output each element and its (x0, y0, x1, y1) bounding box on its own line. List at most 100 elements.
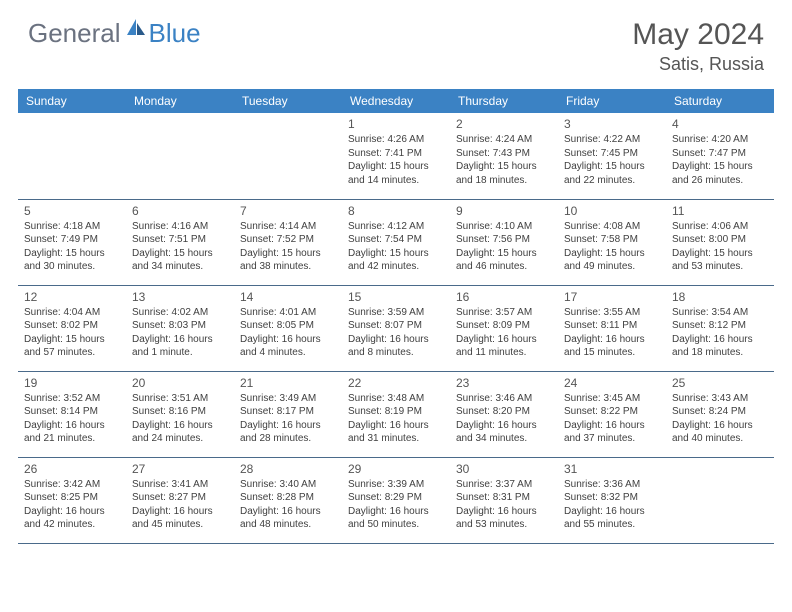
day-number: 16 (456, 290, 552, 304)
day-info: Sunrise: 3:37 AMSunset: 8:31 PMDaylight:… (456, 478, 552, 532)
calendar-cell-23: 23 Sunrise: 3:46 AMSunset: 8:20 PMDayligh… (450, 371, 558, 457)
calendar-row: 26 Sunrise: 3:42 AMSunset: 8:25 PMDayligh… (18, 457, 774, 543)
day-number: 2 (456, 117, 552, 131)
day-info: Sunrise: 3:41 AMSunset: 8:27 PMDaylight:… (132, 478, 228, 532)
calendar-cell-16: 16Sunrise: 3:57 AMSunset: 8:09 PMDayligh… (450, 285, 558, 371)
calendar-cell-15: 15 Sunrise: 3:59 AMSunset: 8:07 PMDayligh… (342, 285, 450, 371)
calendar-cell-24: 24 Sunrise: 3:45 AMSunset: 8:22 PMDayligh… (558, 371, 666, 457)
calendar-cell-30: 30 Sunrise: 3:37 AMSunset: 8:31 PMDayligh… (450, 457, 558, 543)
day-info: Sunrise: 4:24 AMSunset: 7:43 PMDaylight:… (456, 133, 552, 187)
day-number: 24 (564, 376, 660, 390)
day-number: 19 (24, 376, 120, 390)
calendar-cell-4: 4Sunrise: 4:20 AMSunset: 7:47 PMDaylight… (666, 113, 774, 199)
day-number: 9 (456, 204, 552, 218)
day-number: 8 (348, 204, 444, 218)
sail-icon (125, 17, 147, 42)
calendar-cell-3: 3 Sunrise: 4:22 AMSunset: 7:45 PMDaylight… (558, 113, 666, 199)
calendar-cell-31: 31 Sunrise: 3:36 AMSunset: 8:32 PMDayligh… (558, 457, 666, 543)
calendar-cell-empty (666, 457, 774, 543)
day-number: 23 (456, 376, 552, 390)
day-header-monday: Monday (126, 89, 234, 113)
day-info: Sunrise: 4:02 AMSunset: 8:03 PMDaylight:… (132, 306, 228, 360)
day-info: Sunrise: 3:55 AMSunset: 8:11 PMDaylight:… (564, 306, 660, 360)
day-info: Sunrise: 4:01 AMSunset: 8:05 PMDaylight:… (240, 306, 336, 360)
calendar-cell-18: 18 Sunrise: 3:54 AMSunset: 8:12 PMDayligh… (666, 285, 774, 371)
calendar-cell-2: 2 Sunrise: 4:24 AMSunset: 7:43 PMDaylight… (450, 113, 558, 199)
day-header-wednesday: Wednesday (342, 89, 450, 113)
day-number: 25 (672, 376, 768, 390)
day-number: 3 (564, 117, 660, 131)
calendar-cell-28: 28Sunrise: 3:40 AMSunset: 8:28 PMDayligh… (234, 457, 342, 543)
title-block: May 2024 Satis, Russia (632, 18, 764, 75)
day-info: Sunrise: 4:18 AMSunset: 7:49 PMDaylight:… (24, 220, 120, 274)
day-info: Sunrise: 4:08 AMSunset: 7:58 PMDaylight:… (564, 220, 660, 274)
day-info: Sunrise: 3:43 AMSunset: 8:24 PMDaylight:… (672, 392, 768, 446)
day-info: Sunrise: 3:59 AMSunset: 8:07 PMDaylight:… (348, 306, 444, 360)
day-info: Sunrise: 4:16 AMSunset: 7:51 PMDaylight:… (132, 220, 228, 274)
location-label: Satis, Russia (632, 54, 764, 75)
calendar-table: SundayMondayTuesdayWednesdayThursdayFrid… (18, 89, 774, 544)
calendar-cell-empty (234, 113, 342, 199)
day-info: Sunrise: 4:12 AMSunset: 7:54 PMDaylight:… (348, 220, 444, 274)
brand-logo: General Blue (28, 18, 201, 49)
day-number: 29 (348, 462, 444, 476)
day-number: 20 (132, 376, 228, 390)
calendar-cell-5: 5 Sunrise: 4:18 AMSunset: 7:49 PMDaylight… (18, 199, 126, 285)
day-info: Sunrise: 3:46 AMSunset: 8:20 PMDaylight:… (456, 392, 552, 446)
calendar-cell-19: 19 Sunrise: 3:52 AMSunset: 8:14 PMDayligh… (18, 371, 126, 457)
brand-text-general: General (28, 18, 121, 49)
day-number: 30 (456, 462, 552, 476)
calendar-cell-17: 17 Sunrise: 3:55 AMSunset: 8:11 PMDayligh… (558, 285, 666, 371)
calendar-row: 19 Sunrise: 3:52 AMSunset: 8:14 PMDayligh… (18, 371, 774, 457)
calendar-row: 1 Sunrise: 4:26 AMSunset: 7:41 PMDaylight… (18, 113, 774, 199)
day-number: 28 (240, 462, 336, 476)
day-number: 15 (348, 290, 444, 304)
calendar-cell-13: 13 Sunrise: 4:02 AMSunset: 8:03 PMDayligh… (126, 285, 234, 371)
day-number: 5 (24, 204, 120, 218)
brand-text-blue: Blue (149, 18, 201, 49)
day-number: 1 (348, 117, 444, 131)
calendar-cell-8: 8 Sunrise: 4:12 AMSunset: 7:54 PMDaylight… (342, 199, 450, 285)
day-number: 6 (132, 204, 228, 218)
day-header-thursday: Thursday (450, 89, 558, 113)
day-number: 26 (24, 462, 120, 476)
calendar-cell-9: 9Sunrise: 4:10 AMSunset: 7:56 PMDaylight… (450, 199, 558, 285)
calendar-cell-empty (18, 113, 126, 199)
day-info: Sunrise: 4:26 AMSunset: 7:41 PMDaylight:… (348, 133, 444, 187)
day-number: 21 (240, 376, 336, 390)
calendar-cell-7: 7 Sunrise: 4:14 AMSunset: 7:52 PMDaylight… (234, 199, 342, 285)
day-header-friday: Friday (558, 89, 666, 113)
day-number: 10 (564, 204, 660, 218)
calendar-body: 1 Sunrise: 4:26 AMSunset: 7:41 PMDaylight… (18, 113, 774, 543)
day-info: Sunrise: 4:04 AMSunset: 8:02 PMDaylight:… (24, 306, 120, 360)
day-number: 31 (564, 462, 660, 476)
day-number: 22 (348, 376, 444, 390)
day-header-tuesday: Tuesday (234, 89, 342, 113)
calendar-cell-27: 27Sunrise: 3:41 AMSunset: 8:27 PMDayligh… (126, 457, 234, 543)
day-info: Sunrise: 3:42 AMSunset: 8:25 PMDaylight:… (24, 478, 120, 532)
calendar-cell-14: 14 Sunrise: 4:01 AMSunset: 8:05 PMDayligh… (234, 285, 342, 371)
page-header: General Blue May 2024 Satis, Russia (0, 0, 792, 83)
calendar-cell-29: 29 Sunrise: 3:39 AMSunset: 8:29 PMDayligh… (342, 457, 450, 543)
calendar-cell-empty (126, 113, 234, 199)
day-number: 17 (564, 290, 660, 304)
day-info: Sunrise: 3:49 AMSunset: 8:17 PMDaylight:… (240, 392, 336, 446)
calendar-cell-26: 26 Sunrise: 3:42 AMSunset: 8:25 PMDayligh… (18, 457, 126, 543)
day-info: Sunrise: 3:36 AMSunset: 8:32 PMDaylight:… (564, 478, 660, 532)
day-info: Sunrise: 3:39 AMSunset: 8:29 PMDaylight:… (348, 478, 444, 532)
day-number: 13 (132, 290, 228, 304)
day-info: Sunrise: 3:45 AMSunset: 8:22 PMDaylight:… (564, 392, 660, 446)
day-header-row: SundayMondayTuesdayWednesdayThursdayFrid… (18, 89, 774, 113)
day-number: 18 (672, 290, 768, 304)
day-number: 4 (672, 117, 768, 131)
day-info: Sunrise: 3:54 AMSunset: 8:12 PMDaylight:… (672, 306, 768, 360)
calendar-row: 12Sunrise: 4:04 AMSunset: 8:02 PMDayligh… (18, 285, 774, 371)
day-info: Sunrise: 4:14 AMSunset: 7:52 PMDaylight:… (240, 220, 336, 274)
day-info: Sunrise: 3:52 AMSunset: 8:14 PMDaylight:… (24, 392, 120, 446)
day-info: Sunrise: 4:22 AMSunset: 7:45 PMDaylight:… (564, 133, 660, 187)
day-info: Sunrise: 4:06 AMSunset: 8:00 PMDaylight:… (672, 220, 768, 274)
day-number: 14 (240, 290, 336, 304)
day-info: Sunrise: 3:51 AMSunset: 8:16 PMDaylight:… (132, 392, 228, 446)
day-number: 7 (240, 204, 336, 218)
day-header-saturday: Saturday (666, 89, 774, 113)
